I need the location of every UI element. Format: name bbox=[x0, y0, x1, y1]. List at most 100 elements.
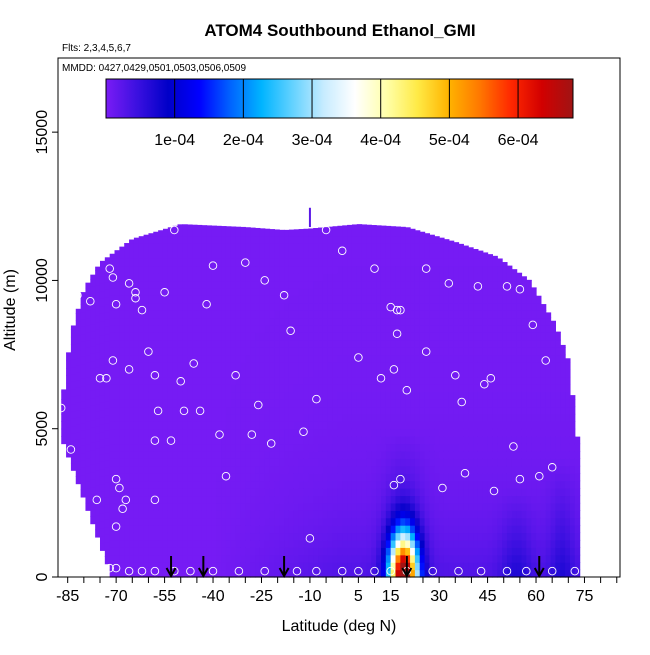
heatmap-cell bbox=[453, 369, 460, 378]
heatmap-cell bbox=[468, 510, 474, 519]
heatmap-cell bbox=[371, 347, 377, 356]
heatmap-cell bbox=[133, 525, 140, 534]
heatmap-cell bbox=[390, 428, 397, 437]
heatmap-cell bbox=[133, 502, 140, 511]
heatmap-cell bbox=[516, 280, 523, 289]
heatmap-cell bbox=[298, 317, 305, 326]
heatmap-cell bbox=[424, 510, 431, 519]
heatmap-cell bbox=[187, 465, 193, 474]
heatmap-cell bbox=[443, 473, 450, 482]
heatmap-cell bbox=[410, 406, 416, 415]
heatmap-cell bbox=[153, 458, 159, 467]
heatmap-cell bbox=[95, 336, 101, 345]
heatmap-cell bbox=[104, 459, 111, 468]
heatmap-cell bbox=[540, 391, 547, 400]
heatmap-cell bbox=[410, 473, 416, 482]
heatmap-cell bbox=[550, 510, 556, 519]
heatmap-cell bbox=[293, 428, 300, 437]
heatmap-cell bbox=[385, 480, 392, 489]
heatmap-cell bbox=[497, 539, 503, 548]
heatmap-cell bbox=[182, 354, 188, 363]
heatmap-cell bbox=[70, 366, 77, 375]
heatmap-cell bbox=[216, 369, 222, 378]
heatmap-cell bbox=[259, 562, 266, 571]
heatmap-cell bbox=[61, 413, 67, 422]
heatmap-cell bbox=[245, 391, 251, 400]
heatmap-cell bbox=[172, 332, 179, 341]
heatmap-cell bbox=[521, 376, 527, 385]
heatmap-cell bbox=[274, 450, 280, 459]
heatmap-cell bbox=[318, 473, 324, 482]
heatmap-cell bbox=[308, 502, 314, 511]
heatmap-cell bbox=[468, 532, 474, 541]
heatmap-cell bbox=[385, 361, 392, 370]
heatmap-cell bbox=[332, 488, 338, 497]
heatmap-cell bbox=[322, 324, 329, 333]
heatmap-cell bbox=[99, 513, 106, 522]
heatmap-cell bbox=[424, 547, 431, 556]
heatmap-cell bbox=[192, 265, 198, 274]
heatmap-cell bbox=[288, 436, 295, 445]
heatmap-cell bbox=[293, 443, 300, 452]
heatmap-cell bbox=[453, 554, 460, 563]
heatmap-cell bbox=[269, 502, 275, 511]
heatmap-cell bbox=[429, 376, 435, 385]
heatmap-cell bbox=[293, 495, 300, 504]
heatmap-cell bbox=[439, 369, 445, 378]
heatmap-cell bbox=[313, 450, 319, 459]
heatmap-cell bbox=[158, 369, 164, 378]
heatmap-cell bbox=[463, 458, 469, 467]
heatmap-cell bbox=[255, 532, 261, 541]
heatmap-cell bbox=[477, 502, 484, 511]
heatmap-cell bbox=[492, 332, 498, 341]
heatmap-cell bbox=[167, 495, 174, 504]
heatmap-cell bbox=[162, 562, 169, 571]
heatmap-cell bbox=[497, 473, 503, 482]
heatmap-cell bbox=[502, 406, 508, 415]
heatmap-cell bbox=[458, 384, 464, 393]
heatmap-cell bbox=[250, 324, 256, 333]
heatmap-cell bbox=[565, 539, 571, 548]
heatmap-cell bbox=[259, 265, 266, 274]
heatmap-cell bbox=[371, 310, 377, 319]
heatmap-cell bbox=[99, 490, 106, 499]
heatmap-cell bbox=[245, 436, 251, 445]
heatmap-cell bbox=[269, 339, 275, 348]
heatmap-cell bbox=[313, 532, 319, 541]
heatmap-cell bbox=[468, 339, 474, 348]
heatmap-cell bbox=[482, 428, 489, 437]
observation-point bbox=[92, 495, 102, 505]
heatmap-cell bbox=[453, 250, 460, 259]
heatmap-cell bbox=[419, 376, 426, 385]
heatmap-cell bbox=[521, 406, 527, 415]
heatmap-cell bbox=[342, 258, 348, 267]
heatmap-cell bbox=[313, 421, 319, 430]
heatmap-cell bbox=[279, 399, 285, 408]
heatmap-cell bbox=[366, 280, 372, 289]
heatmap-cell bbox=[545, 517, 552, 526]
heatmap-cell bbox=[429, 562, 435, 571]
heatmap-cell bbox=[337, 399, 343, 408]
heatmap-cell bbox=[497, 317, 503, 326]
heatmap-cell bbox=[332, 310, 338, 319]
heatmap-cell bbox=[376, 495, 382, 504]
heatmap-cell bbox=[342, 317, 348, 326]
heatmap-cell bbox=[240, 302, 246, 311]
heatmap-cell bbox=[172, 391, 179, 400]
heatmap-cell bbox=[284, 369, 290, 378]
heatmap-cell bbox=[390, 436, 397, 445]
heatmap-cell bbox=[182, 391, 188, 400]
heatmap-cell bbox=[502, 532, 508, 541]
heatmap-cell bbox=[167, 488, 174, 497]
heatmap-cell bbox=[458, 332, 464, 341]
heatmap-cell bbox=[458, 265, 464, 274]
heatmap-cell bbox=[506, 376, 513, 385]
heatmap-cell bbox=[206, 547, 213, 556]
heatmap-cell bbox=[400, 354, 406, 363]
heatmap-cell bbox=[371, 273, 377, 282]
heatmap-cell bbox=[172, 235, 179, 244]
heatmap-cell bbox=[293, 280, 300, 289]
heatmap-cell bbox=[158, 324, 164, 333]
heatmap-cell bbox=[245, 324, 251, 333]
heatmap-cell bbox=[497, 354, 503, 363]
